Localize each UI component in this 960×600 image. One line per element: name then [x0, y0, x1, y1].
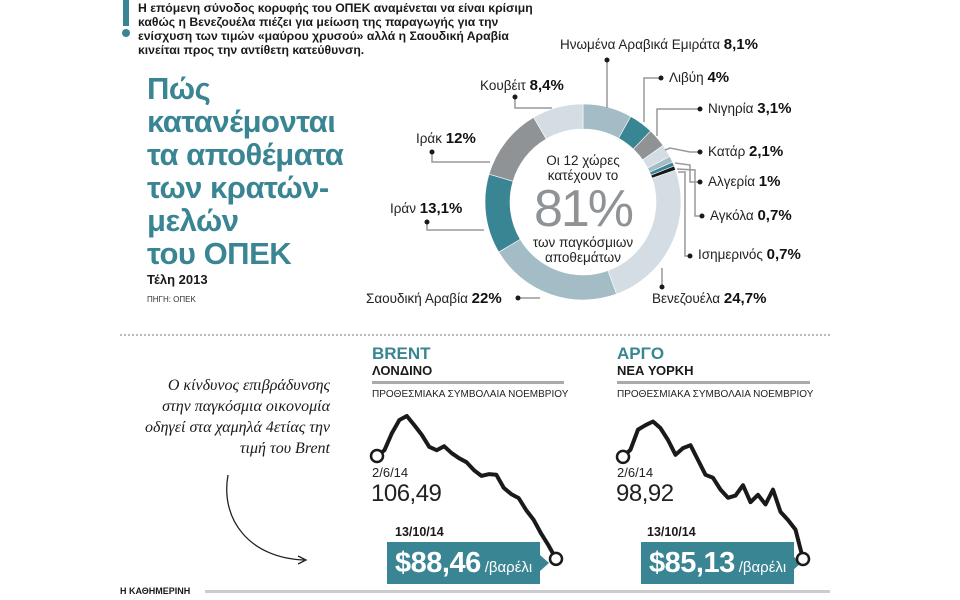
leader-dots — [424, 57, 705, 301]
footer-bar — [205, 590, 830, 593]
title-line: τα αποθέματα — [147, 137, 344, 172]
brent-rule — [372, 381, 564, 384]
unit-label: /βαρέλι — [484, 559, 533, 576]
curved-arrow-icon — [226, 474, 308, 565]
wti-start-date: 2/6/14 — [617, 465, 654, 480]
brent-end-marker — [548, 551, 564, 567]
source: ΠΗΓΗ: ΟΠΕΚ — [147, 295, 196, 304]
unit-label: /βαρέλι — [738, 559, 787, 576]
page-title: Πώς κατανέμονται τα αποθέματα των κρατών… — [147, 71, 344, 271]
brent-price-box: $88,46/βαρέλι — [387, 542, 541, 584]
label-iran: Ιράν 13,1% — [390, 200, 463, 217]
label-algeria: Αλγερία 1% — [708, 173, 781, 190]
brent-start-date: 2/6/14 — [372, 465, 409, 480]
brent-start-value: 106,49 — [371, 480, 442, 507]
footer-brand: Η ΚΑΘΗΜΕΡΙΝΗ — [120, 586, 191, 596]
brent-end-date: 13/10/14 — [395, 525, 444, 539]
center-line: των παγκόσμιων — [532, 235, 634, 250]
wti-subtitle: ΠΡΟΘΕΣΜΙΑΚΑ ΣΥΜΒΟΛΑΙΑ ΝΟΕΜΒΡΙΟΥ — [617, 389, 814, 400]
wti-price-box: $85,13/βαρέλι — [641, 542, 795, 584]
donut-segment-11 — [533, 103, 584, 140]
donut-chart — [424, 57, 705, 301]
center-line: κατέχουν το — [547, 168, 619, 183]
label-ecuador: Ισημερινός 0,7% — [698, 246, 801, 263]
wti-end-value: $85,13 — [649, 547, 735, 579]
wti-rule — [617, 381, 810, 384]
label-venezuela: Βενεζουέλα 24,7% — [652, 290, 767, 307]
period: Τέλη 2013 — [147, 272, 208, 287]
label-uae: Ηνωμένα Αραβικά Εμιράτα 8,1% — [560, 36, 758, 53]
title-line: των κρατών- — [147, 170, 329, 205]
intro-text: Η επόμενη σύνοδος κορυφής του ΟΠΕΚ αναμέ… — [138, 1, 533, 57]
pointer — [792, 555, 801, 571]
label-iraq: Ιράκ 12% — [416, 130, 476, 147]
center-line: Οι 12 χώρες — [546, 153, 620, 168]
label-nigeria: Νιγηρία 3,1% — [708, 100, 792, 117]
center-line: αποθεμάτων — [545, 250, 621, 265]
label-kuwait: Κουβέιτ 8,4% — [480, 77, 564, 94]
label-qatar: Κατάρ 2,1% — [708, 143, 784, 160]
wti-start-value: 98,92 — [616, 480, 674, 507]
label-libya: Λιβύη 4% — [669, 69, 730, 86]
brent-city: ΛΟΝΔΙΝΟ — [372, 363, 433, 378]
wti-start-marker — [615, 449, 631, 465]
brent-end-value: $88,46 — [395, 547, 481, 579]
brent-title: BRENT — [372, 344, 431, 363]
title-line: μελών — [147, 203, 239, 238]
donut-segment-9 — [484, 173, 521, 253]
center-text: Οι 12 χώρες κατέχουν το 81% των παγκόσμι… — [518, 153, 648, 265]
exclamation-icon — [122, 0, 130, 37]
label-angola: Αγκόλα 0,7% — [710, 207, 792, 224]
wti-city: ΝΕΑ ΥΟΡΚΗ — [617, 363, 694, 378]
pointer — [540, 555, 549, 571]
title-line: του ΟΠΕΚ — [147, 236, 292, 271]
center-percent: 81% — [533, 180, 634, 238]
title-line: κατανέμονται — [147, 104, 336, 139]
brent-subtitle: ΠΡΟΘΕΣΜΙΑΚΑ ΣΥΜΒΟΛΑΙΑ ΝΟΕΜΒΡΙΟΥ — [372, 389, 569, 400]
wti-end-date: 13/10/14 — [647, 525, 696, 539]
label-saudi-arabia: Σαουδική Αραβία 22% — [366, 290, 502, 307]
title-line: Πώς — [147, 71, 211, 106]
note-text: Ο κίνδυνος επιβράδυνσης στην παγκόσμια ο… — [145, 377, 330, 457]
separator — [120, 334, 830, 336]
brent-start-marker — [369, 448, 385, 464]
wti-title: ΑΡΓΟ — [617, 344, 665, 363]
